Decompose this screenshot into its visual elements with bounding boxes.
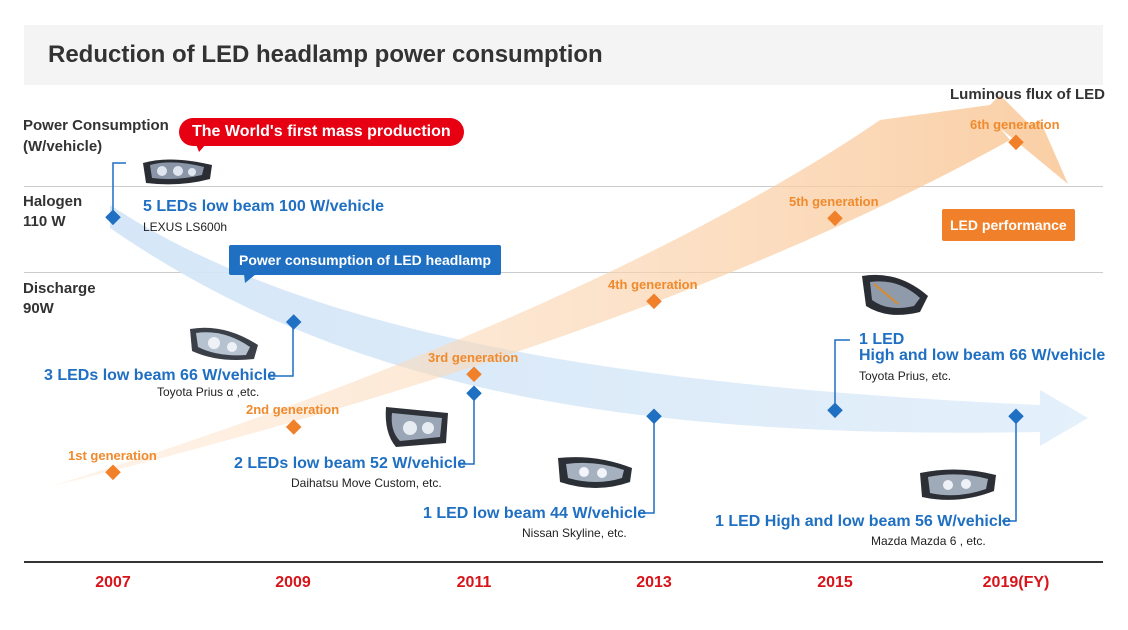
product-2007-main: 5 LEDs low beam 100 W/vehicle — [143, 198, 384, 215]
product-2013-sub: Nissan Skyline, etc. — [522, 526, 627, 540]
year-label: 2015 — [817, 574, 853, 591]
product-2015-main-line2: High and low beam 66 W/vehicle — [859, 347, 1106, 364]
led-point-6th — [1008, 134, 1024, 151]
time-axis-line — [24, 561, 1103, 563]
connector-2019 — [1002, 417, 1017, 522]
halogen-label-line1: Halogen — [23, 193, 83, 210]
connector-2011 — [460, 394, 475, 465]
product-2009-sub: Toyota Prius α ,etc. — [157, 385, 260, 399]
discharge-reference-line — [24, 272, 1103, 273]
generation-label-1st: 1st generation — [68, 448, 157, 463]
product-2015-sub: Toyota Prius, etc. — [859, 369, 952, 383]
page-title: Reduction of LED headlamp power consumpt… — [48, 41, 603, 68]
luminous-flux-label: Luminous flux of LED — [950, 86, 1105, 103]
power-point-2013 — [646, 408, 662, 425]
generation-label-4th: 4th generation — [608, 277, 698, 292]
led-performance-band — [48, 95, 1068, 487]
power-consumption-band — [110, 205, 1088, 446]
headlamp-image — [558, 457, 632, 488]
halogen-reference-line — [24, 186, 1103, 187]
generation-label-5th: 5th generation — [789, 194, 879, 209]
product-2015-main-line1: 1 LED — [859, 331, 905, 348]
product-2013-main: 1 LED low beam 44 W/vehicle — [423, 505, 647, 522]
connector-2015 — [834, 339, 850, 411]
red-callout-tail — [196, 144, 206, 152]
year-label: 2019(FY) — [982, 574, 1050, 591]
led-point-1st — [105, 464, 121, 481]
discharge-label-line1: Discharge — [23, 280, 96, 297]
headlamp-image — [862, 274, 928, 315]
led-point-4th — [646, 293, 662, 310]
y-axis-title-line2: (W/vehicle) — [23, 138, 103, 155]
y-axis-title-line1: Power Consumption — [23, 117, 169, 134]
headlamp-image — [190, 327, 258, 360]
led-point-5th — [827, 210, 843, 227]
world-first-callout: The World's first mass production — [179, 118, 464, 146]
power-point-2015 — [827, 402, 843, 419]
connector-2009 — [270, 322, 294, 377]
led-point-3rd — [466, 366, 482, 383]
power-point-2011 — [466, 385, 482, 402]
year-label: 2007 — [95, 574, 131, 591]
title-bar — [24, 25, 1103, 85]
generation-label-2nd: 2nd generation — [246, 402, 340, 417]
led-point-2nd — [285, 419, 302, 435]
discharge-label-line2: 90W — [23, 300, 54, 317]
blue-callout-tail — [244, 274, 256, 283]
headlamp-image — [385, 407, 448, 447]
power-point-2009 — [285, 314, 302, 330]
generation-label-3rd: 3rd generation — [428, 350, 519, 365]
headlamp-image — [143, 159, 212, 185]
headlamp-image — [920, 469, 996, 500]
halogen-label-line2: 110 W — [23, 213, 66, 230]
year-label: 2009 — [275, 574, 311, 591]
product-2019-sub: Mazda Mazda 6 , etc. — [871, 534, 986, 548]
product-2011-main: 2 LEDs low beam 52 W/vehicle — [234, 455, 467, 472]
power-point-2019 — [1008, 408, 1024, 425]
product-2007-sub: LEXUS LS600h — [143, 220, 228, 234]
product-2019-main: 1 LED High and low beam 56 W/vehicle — [715, 513, 1012, 530]
connector-2013 — [640, 417, 655, 514]
connector-2007 — [112, 162, 126, 218]
power-point-2007 — [105, 209, 121, 226]
generation-label-6th: 6th generation — [970, 117, 1060, 132]
product-2011-sub: Daihatsu Move Custom, etc. — [291, 476, 442, 490]
power-consumption-callout: Power consumption of LED headlamp — [229, 245, 502, 275]
year-label: 2013 — [636, 574, 672, 591]
product-2009-main: 3 LEDs low beam 66 W/vehicle — [44, 367, 277, 384]
led-performance-callout: LED performance — [942, 209, 1075, 241]
year-label: 2011 — [456, 574, 492, 591]
